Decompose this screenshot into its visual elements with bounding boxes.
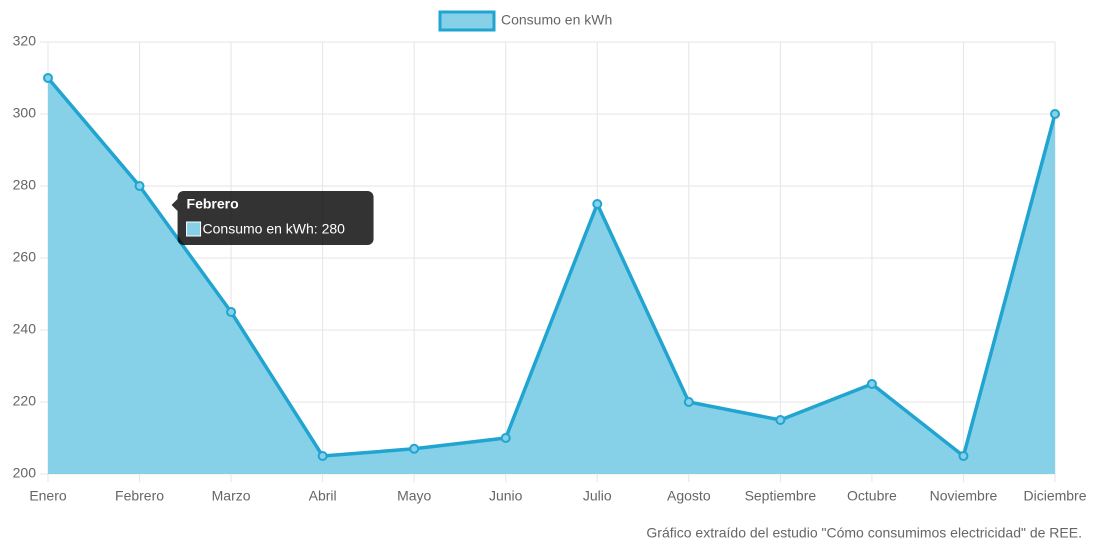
y-tick-label: 300 bbox=[13, 105, 37, 121]
point bbox=[1050, 109, 1060, 119]
point bbox=[134, 181, 145, 191]
tooltip-pointer bbox=[171, 199, 178, 211]
x-tick-label: Junio bbox=[489, 488, 523, 504]
point bbox=[958, 451, 969, 461]
tooltip bbox=[177, 191, 374, 245]
tooltip-title: Febrero bbox=[187, 196, 239, 212]
point bbox=[775, 415, 786, 425]
x-tick-label: Diciembre bbox=[1023, 488, 1086, 504]
y-tick-label: 260 bbox=[13, 249, 37, 265]
y-tick-label: 220 bbox=[13, 393, 37, 409]
point bbox=[500, 433, 511, 443]
y-tick-label: 240 bbox=[13, 321, 37, 337]
x-tick-label: Noviembre bbox=[930, 488, 998, 504]
legend-swatch bbox=[438, 10, 496, 32]
legend-label: Consumo en kWh bbox=[501, 12, 612, 28]
y-tick-label: 200 bbox=[13, 465, 37, 481]
x-tick-label: Agosto bbox=[667, 488, 711, 504]
point bbox=[866, 379, 877, 389]
tooltip-text: Consumo en kWh: 280 bbox=[203, 221, 346, 237]
point bbox=[43, 73, 53, 83]
y-tick-label: 320 bbox=[13, 33, 37, 49]
caption: Gráfico extraído del estudio "Cómo consu… bbox=[646, 525, 1082, 541]
x-tick-label: Julio bbox=[583, 488, 612, 504]
point bbox=[592, 199, 603, 209]
area bbox=[48, 78, 1055, 474]
point bbox=[317, 451, 328, 461]
point bbox=[409, 443, 420, 454]
x-tick-label: Abril bbox=[309, 488, 337, 504]
tooltip-swatch bbox=[186, 221, 202, 237]
x-tick-label: Octubre bbox=[847, 488, 897, 504]
x-tick-label: Febrero bbox=[115, 488, 164, 504]
x-tick-label: Marzo bbox=[212, 488, 251, 504]
x-tick-label: Septiembre bbox=[745, 488, 817, 504]
point bbox=[683, 397, 694, 407]
point bbox=[226, 307, 237, 317]
x-tick-label: Mayo bbox=[397, 488, 431, 504]
line bbox=[46, 76, 1057, 458]
x-tick-label: Enero bbox=[29, 488, 67, 504]
y-tick-label: 280 bbox=[13, 177, 37, 193]
